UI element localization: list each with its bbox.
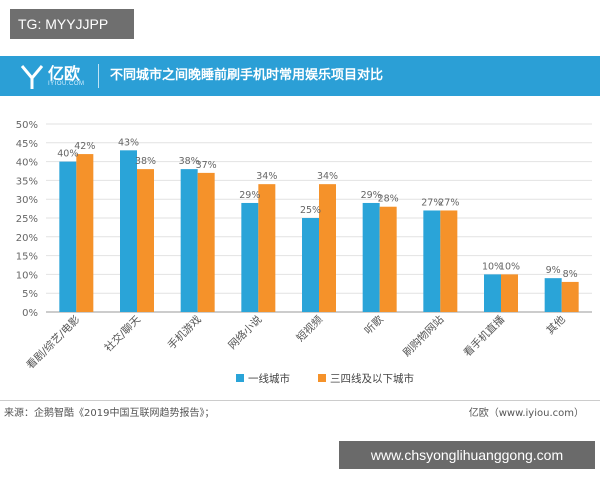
tg-label: TG: MYYJJPP: [10, 9, 134, 39]
chart-title: 不同城市之间晚睡前刷手机时常用娱乐项目对比: [110, 68, 384, 83]
legend-swatch: [318, 374, 326, 382]
legend-label: 三四线及以下城市: [330, 372, 414, 385]
bar-tier34: [137, 169, 154, 312]
logo-subtext: IYIOU.COM: [48, 81, 85, 87]
bar-layer: [59, 150, 579, 312]
x-tick-label: 其他: [544, 313, 568, 337]
bar-tier1: [302, 218, 319, 312]
chart-header: 亿欧 IYIOU.COM 不同城市之间晚睡前刷手机时常用娱乐项目对比: [0, 56, 600, 96]
y-tick-label: 45%: [16, 139, 38, 150]
bar-tier1: [120, 150, 137, 312]
bar-tier1: [362, 202, 380, 312]
data-label: 25%: [300, 205, 321, 216]
data-label: 10%: [499, 261, 520, 272]
credit-note: 亿欧（www.iyiou.com）: [468, 408, 584, 419]
x-tick-label: 网络小说: [226, 313, 265, 352]
data-label: 37%: [196, 160, 217, 171]
x-tick-label: 听歌: [362, 313, 386, 337]
y-tick-label: 40%: [16, 158, 38, 169]
x-tick-label: 社交/聊天: [102, 313, 144, 355]
bar-tier34: [319, 184, 336, 312]
x-tick-label: 刷购物网站: [400, 313, 447, 360]
label-layer: 0%5%10%15%20%25%30%35%40%45%50%40%42%看剧/…: [16, 120, 578, 372]
bar-tier1: [180, 169, 198, 312]
brand-logo: 亿欧 IYIOU.COM: [10, 56, 88, 96]
bar-tier34: [197, 172, 215, 312]
y-tick-label: 50%: [16, 120, 38, 131]
data-label: 29%: [361, 190, 382, 201]
logo-name: 亿欧: [48, 64, 81, 83]
bar-tier34: [501, 274, 518, 312]
watermark-label: www.chsyonglihuanggong.com: [339, 441, 595, 469]
data-label: 34%: [317, 171, 338, 182]
data-label: 42%: [74, 141, 95, 152]
bar-tier1: [484, 274, 501, 312]
logo-y-icon: [20, 65, 44, 89]
x-tick-label: 看剧/综艺/电影: [24, 313, 83, 372]
bar-tier34: [440, 210, 458, 312]
source-note: 来源：企鹅智酷《2019中国互联网趋势报告》；: [4, 408, 215, 419]
y-tick-label: 30%: [16, 195, 38, 206]
y-tick-label: 10%: [16, 270, 38, 281]
data-label: 8%: [563, 269, 578, 280]
data-label: 38%: [179, 156, 200, 167]
data-label: 34%: [256, 171, 277, 182]
bar-tier1: [423, 210, 441, 312]
data-label: 38%: [135, 156, 156, 167]
data-label: 28%: [378, 194, 399, 205]
data-label: 9%: [546, 265, 561, 276]
bar-tier1: [59, 161, 77, 312]
bar-tier34: [379, 206, 397, 312]
x-tick-label: 手机游戏: [165, 313, 204, 352]
y-tick-label: 0%: [22, 308, 38, 319]
x-tick-label: 看手机直播: [461, 313, 508, 360]
legend-label: 一线城市: [248, 372, 290, 385]
bar-tier1: [544, 278, 562, 312]
data-label: 27%: [438, 197, 459, 208]
bar-chart: 0%5%10%15%20%25%30%35%40%45%50%40%42%看剧/…: [16, 120, 592, 385]
data-label: 27%: [421, 197, 442, 208]
y-tick-label: 15%: [16, 252, 38, 263]
legend: 一线城市 三四线及以下城市: [236, 372, 414, 385]
y-tick-label: 25%: [16, 214, 38, 225]
bar-tier34: [561, 281, 579, 312]
bar-tier34: [258, 184, 276, 312]
data-label: 43%: [118, 137, 139, 148]
legend-swatch: [236, 374, 244, 382]
data-label: 40%: [57, 149, 78, 160]
y-tick-label: 20%: [16, 233, 38, 244]
data-label: 29%: [239, 190, 260, 201]
footer-divider: [0, 400, 600, 401]
bar-tier1: [241, 202, 259, 312]
x-tick-label: 短视频: [294, 313, 326, 345]
header-divider: [98, 64, 99, 88]
data-label: 10%: [482, 261, 503, 272]
y-tick-label: 35%: [16, 176, 38, 187]
y-tick-label: 5%: [22, 289, 38, 300]
bar-tier34: [76, 154, 94, 312]
